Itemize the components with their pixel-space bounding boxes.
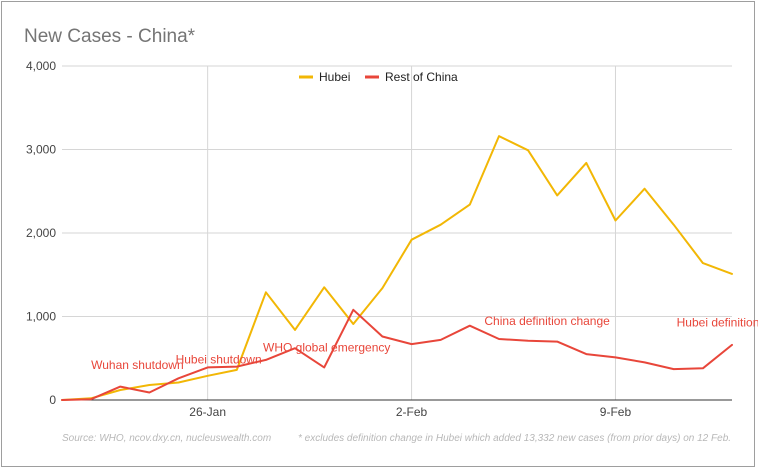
source-note: Source: WHO, ncov.dxy.cn, nucleuswealth.… — [62, 433, 271, 444]
x-tick-label: 2-Feb — [396, 405, 428, 419]
x-tick-label: 26-Jan — [189, 405, 226, 419]
legend[interactable]: Hubei Rest of China — [299, 70, 458, 84]
x-tick-label: 9-Feb — [600, 405, 632, 419]
y-tick-label: 3,000 — [26, 143, 56, 157]
gridlines — [62, 65, 732, 400]
axes: 0 1,000 2,000 3,000 4,000 26-Jan 2-Feb 9-Feb — [26, 59, 732, 419]
annotation-label: Hubei shutdown — [176, 352, 262, 366]
series-line-hubei — [61, 135, 733, 401]
annotation-label: WHO global emergency — [263, 341, 390, 355]
y-tick-label: 2,000 — [26, 226, 56, 240]
footnote: * excludes definition change in Hubei wh… — [298, 433, 731, 444]
annotation-label: Wuhan shutdown — [91, 358, 184, 372]
chart-title: New Cases - China* — [24, 26, 196, 47]
legend-label-rest-of-china[interactable]: Rest of China — [385, 70, 458, 84]
series-layer — [61, 135, 733, 401]
legend-label-hubei[interactable]: Hubei — [319, 70, 350, 84]
annotation-label: China definition change — [484, 314, 610, 328]
y-tick-label: 1,000 — [26, 310, 56, 324]
y-tick-label: 0 — [49, 393, 56, 407]
annotation-label: Hubei definition — [677, 316, 758, 330]
series-line-rest-of-china — [61, 308, 733, 401]
y-tick-label: 4,000 — [26, 59, 56, 73]
